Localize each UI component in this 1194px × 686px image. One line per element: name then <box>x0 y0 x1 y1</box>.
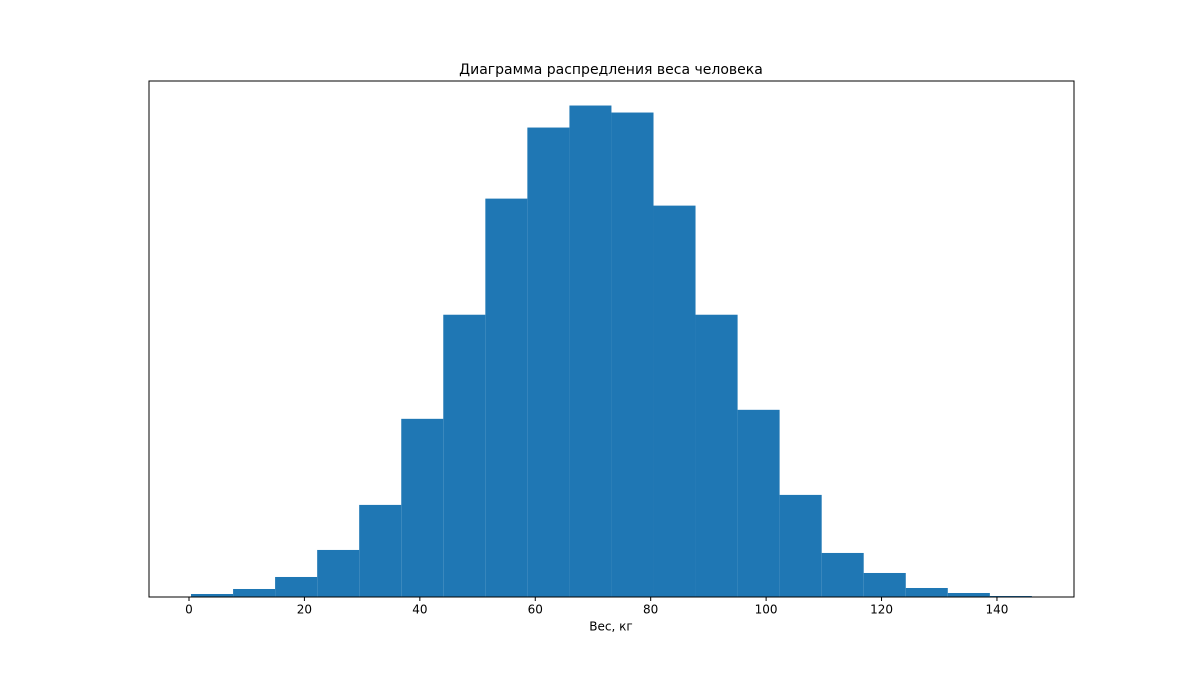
x-tick-label: 60 <box>528 603 543 617</box>
x-tick-label: 0 <box>185 603 193 617</box>
bar <box>317 549 360 597</box>
x-tick-label: 120 <box>870 603 893 617</box>
bar <box>947 592 990 597</box>
x-axis-label: Вес, кг <box>589 620 632 634</box>
bar <box>695 314 738 597</box>
bar <box>821 552 864 597</box>
bar <box>485 198 528 598</box>
x-tick-label: 40 <box>412 603 427 617</box>
plot-frame <box>148 80 1075 598</box>
x-tick-label: 140 <box>986 603 1009 617</box>
bar <box>191 593 234 597</box>
bar <box>863 572 906 597</box>
x-tick-label: 80 <box>643 603 658 617</box>
bar <box>359 504 402 597</box>
bar <box>527 127 570 597</box>
bar <box>989 595 1032 597</box>
bar <box>275 576 318 597</box>
bar <box>653 205 696 597</box>
bar <box>905 587 948 597</box>
bar <box>611 112 654 598</box>
x-tick-label: 20 <box>297 603 312 617</box>
bar <box>233 588 276 597</box>
bar <box>779 494 822 597</box>
bar <box>737 409 780 597</box>
chart-title: Диаграмма распредления веса человека <box>459 62 763 78</box>
bar <box>401 418 444 597</box>
bar <box>569 105 612 597</box>
bar <box>443 314 486 597</box>
x-tick-label: 100 <box>755 603 778 617</box>
